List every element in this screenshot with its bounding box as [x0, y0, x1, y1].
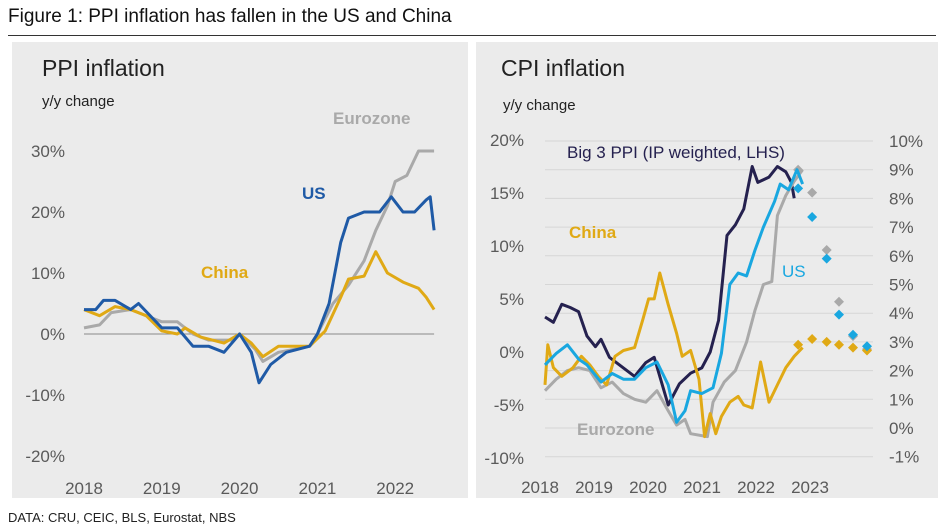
ppi-x-tick-label: 2021	[298, 479, 336, 498]
ppi-panel-background	[12, 42, 468, 498]
cpi-line-eurozone	[543, 168, 804, 439]
cpi-right-y-tick-label: 1%	[889, 390, 914, 409]
ppi-chart-title: PPI inflation	[42, 55, 165, 81]
cpi-left-y-tick-label: 10%	[490, 237, 524, 256]
cpi-forecast-point-us	[834, 309, 844, 320]
ppi-y-tick-label: -10%	[25, 386, 65, 405]
cpi-forecast-point-us	[807, 212, 818, 223]
cpi-forecast-point-eurozone	[821, 245, 832, 256]
cpi-series-label-big: Big 3 PPI (IP weighted, LHS)	[567, 143, 785, 162]
cpi-right-y-tick-label: -1%	[889, 448, 919, 467]
cpi-x-tick-label: 2020	[629, 478, 667, 497]
ppi-y-tick-label: 20%	[31, 203, 65, 222]
cpi-x-tick-label: 2021	[683, 478, 721, 497]
cpi-forecast-point-china	[821, 336, 832, 347]
ppi-y-tick-label: 30%	[31, 142, 65, 161]
ppi-chart	[12, 42, 468, 498]
cpi-forecast-point-china	[834, 339, 844, 350]
cpi-series-label-us: US	[782, 262, 806, 281]
cpi-right-y-tick-label: 10%	[889, 132, 923, 151]
cpi-right-y-tick-label: 6%	[889, 247, 914, 266]
cpi-right-y-tick-label: 0%	[889, 419, 914, 438]
ppi-x-tick-label: 2020	[221, 479, 259, 498]
cpi-series-label-eurozone: Eurozone	[577, 420, 654, 439]
cpi-left-y-tick-label: 0%	[499, 343, 524, 362]
cpi-line-china	[543, 271, 804, 439]
cpi-line-big	[544, 165, 796, 407]
cpi-left-y-tick-label: 5%	[499, 290, 524, 309]
cpi-right-y-tick-label: 9%	[889, 161, 914, 180]
cpi-forecast-point-us	[821, 253, 832, 264]
cpi-forecast-point-eurozone	[807, 187, 818, 198]
cpi-forecast-point-us	[848, 329, 858, 340]
figure-title: Figure 1: PPI inflation has fallen in th…	[8, 6, 452, 27]
cpi-left-y-tick-label: -5%	[494, 396, 524, 415]
ppi-series-label-us: US	[302, 184, 326, 203]
cpi-right-y-tick-label: 4%	[889, 304, 914, 323]
cpi-x-tick-label: 2022	[737, 478, 775, 497]
cpi-right-y-tick-label: 7%	[889, 218, 914, 237]
cpi-chart-title: CPI inflation	[501, 55, 625, 81]
cpi-left-y-tick-label: 15%	[490, 184, 524, 203]
ppi-y-tick-label: 10%	[31, 264, 65, 283]
cpi-forecast-point-china	[793, 339, 804, 350]
ppi-line-us	[84, 195, 436, 385]
title-divider	[8, 35, 936, 36]
data-source-footer: DATA: CRU, CEIC, BLS, Eurostat, NBS	[8, 510, 236, 525]
cpi-series-label-china: China	[569, 223, 617, 242]
cpi-y-axis-label: y/y change	[503, 97, 576, 114]
cpi-right-y-tick-label: 3%	[889, 333, 914, 352]
ppi-y-axis-label: y/y change	[42, 93, 115, 110]
cpi-right-y-tick-label: 8%	[889, 189, 914, 208]
cpi-left-y-tick-label: -10%	[484, 449, 524, 468]
cpi-forecast-point-us	[862, 341, 872, 352]
ppi-series-label-eurozone: Eurozone	[333, 109, 410, 128]
cpi-right-y-tick-label: 5%	[889, 276, 914, 295]
ppi-x-tick-label: 2019	[143, 479, 181, 498]
cpi-forecast-point-us	[793, 183, 804, 194]
cpi-right-y-tick-label: 2%	[889, 362, 914, 381]
cpi-forecast-point-eurozone	[834, 296, 844, 307]
cpi-forecast-point-china	[807, 334, 818, 345]
cpi-line-us	[543, 168, 804, 424]
ppi-y-tick-label: 0%	[40, 325, 65, 344]
cpi-x-tick-label: 2023	[791, 478, 829, 497]
ppi-x-tick-label: 2018	[65, 479, 103, 498]
cpi-x-tick-label: 2019	[575, 478, 613, 497]
ppi-line-china	[83, 250, 436, 359]
cpi-left-y-tick-label: 20%	[490, 131, 524, 150]
ppi-x-tick-label: 2022	[376, 479, 414, 498]
cpi-chart	[476, 42, 938, 498]
ppi-y-tick-label: -20%	[25, 447, 65, 466]
cpi-forecast-point-china	[848, 342, 858, 353]
cpi-x-tick-label: 2018	[521, 478, 559, 497]
ppi-series-label-china: China	[201, 263, 249, 282]
